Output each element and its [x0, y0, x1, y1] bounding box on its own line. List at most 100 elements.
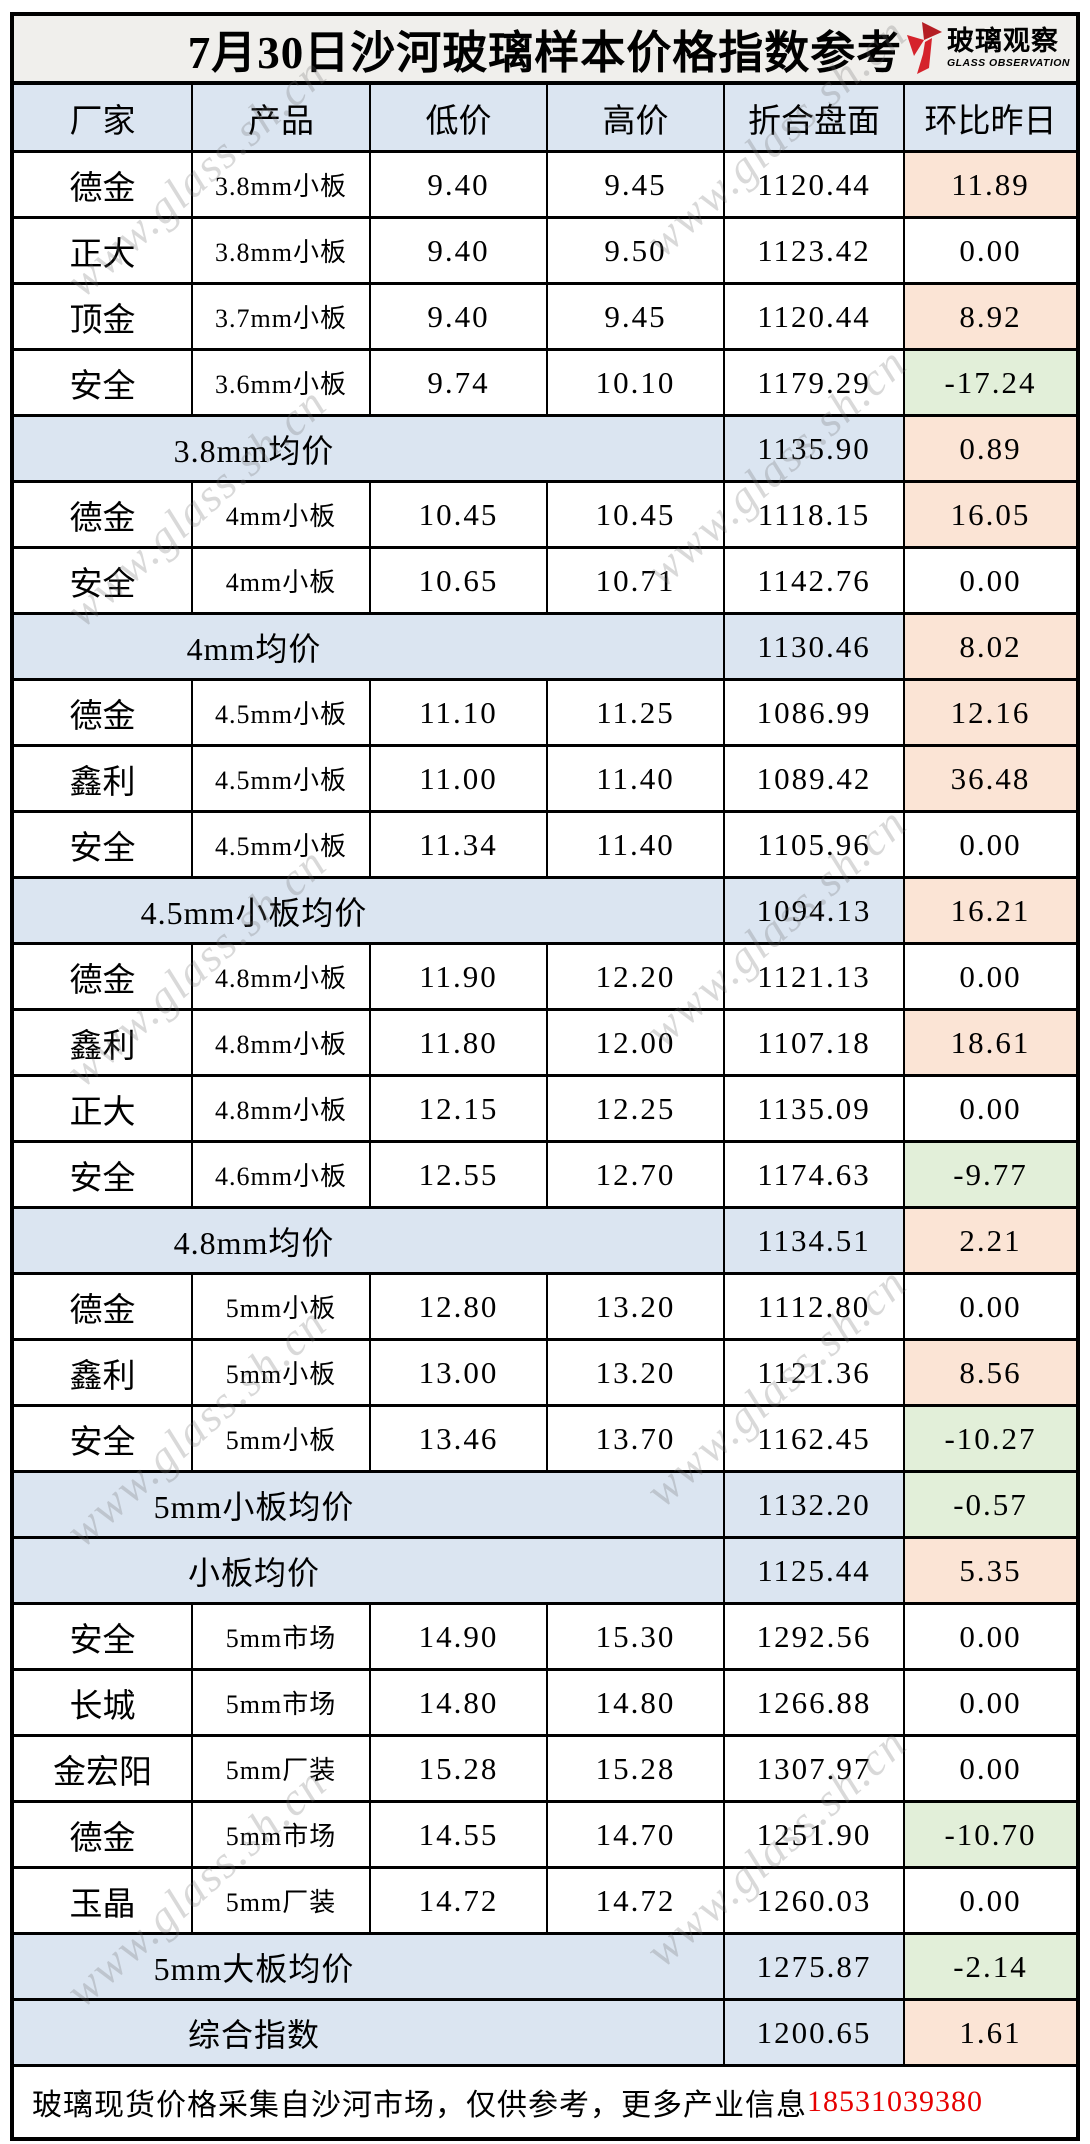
summary-label: 综合指数 [187, 2016, 320, 2053]
table-row: 安全 4.6mm小板 12.55 12.70 1174.63 -9.77 [14, 1140, 1076, 1206]
index-cell: 1130.46 [723, 615, 903, 678]
low-price-cell: 12.15 [369, 1077, 546, 1140]
product-cell: 4.5mm小板 [191, 813, 369, 876]
factory-cell: 鑫利 [69, 1358, 136, 1395]
index-cell: 1162.45 [723, 1407, 903, 1470]
index-cell: 1120.44 [723, 285, 903, 348]
low-price-cell: 11.80 [369, 1011, 546, 1074]
change-cell: 0.00 [903, 813, 1076, 876]
low-price-cell: 10.45 [369, 483, 546, 546]
summary-row: 5mm大板均价 1275.87 -2.14 [14, 1932, 1076, 1998]
high-price-cell: 10.10 [546, 351, 723, 414]
index-cell: 1132.20 [723, 1473, 903, 1536]
change-cell: -0.57 [903, 1473, 1076, 1536]
product-cell: 4.8mm小板 [191, 945, 369, 1008]
index-cell: 1120.44 [723, 153, 903, 216]
index-cell: 1134.51 [723, 1209, 903, 1272]
high-price-cell: 11.40 [546, 747, 723, 810]
index-cell: 1179.29 [723, 351, 903, 414]
high-price-cell: 13.70 [546, 1407, 723, 1470]
change-cell: 0.00 [903, 1737, 1076, 1800]
product-cell: 5mm市场 [191, 1671, 369, 1734]
change-cell: -2.14 [903, 1935, 1076, 1998]
glass-observation-logo-icon [906, 22, 942, 74]
table-row: 德金 5mm市场 14.55 14.70 1251.90 -10.70 [14, 1800, 1076, 1866]
col-header-high: 高价 [546, 85, 723, 150]
table-row: 德金 4.5mm小板 11.10 11.25 1086.99 12.16 [14, 678, 1076, 744]
low-price-cell: 9.40 [369, 285, 546, 348]
index-cell: 1094.13 [723, 879, 903, 942]
high-price-cell: 12.25 [546, 1077, 723, 1140]
title-row: 7月30日沙河玻璃样本价格指数参考 玻璃观察 GLASS OBSERVATION [14, 16, 1076, 81]
product-cell: 5mm厂装 [191, 1869, 369, 1932]
high-price-cell: 14.70 [546, 1803, 723, 1866]
high-price-cell: 9.45 [546, 285, 723, 348]
summary-row: 4mm均价 1130.46 8.02 [14, 612, 1076, 678]
change-cell: 0.00 [903, 1275, 1076, 1338]
index-cell: 1086.99 [723, 681, 903, 744]
high-price-cell: 12.00 [546, 1011, 723, 1074]
product-cell: 4.5mm小板 [191, 681, 369, 744]
summary-row: 5mm小板均价 1132.20 -0.57 [14, 1470, 1076, 1536]
table-row: 正大 4.8mm小板 12.15 12.25 1135.09 0.00 [14, 1074, 1076, 1140]
change-cell: 11.89 [903, 153, 1076, 216]
col-header-product: 产品 [191, 85, 369, 150]
change-cell: 8.92 [903, 285, 1076, 348]
factory-cell: 安全 [69, 368, 136, 405]
index-cell: 1107.18 [723, 1011, 903, 1074]
low-price-cell: 12.80 [369, 1275, 546, 1338]
change-cell: 12.16 [903, 681, 1076, 744]
change-cell: 0.00 [903, 1869, 1076, 1932]
table-row: 鑫利 5mm小板 13.00 13.20 1121.36 8.56 [14, 1338, 1076, 1404]
summary-label-cell: 5mm大板均价 [14, 1935, 723, 1998]
low-price-cell: 14.80 [369, 1671, 546, 1734]
summary-label: 4.8mm均价 [173, 1224, 335, 1261]
table-row: 安全 5mm市场 14.90 15.30 1292.56 0.00 [14, 1602, 1076, 1668]
index-cell: 1112.80 [723, 1275, 903, 1338]
product-cell: 3.6mm小板 [191, 351, 369, 414]
col-header-low: 低价 [369, 85, 546, 150]
col-header-change: 环比昨日 [903, 85, 1076, 150]
high-price-cell: 12.20 [546, 945, 723, 1008]
product-cell: 4mm小板 [191, 483, 369, 546]
index-cell: 1275.87 [723, 1935, 903, 1998]
change-cell: 8.56 [903, 1341, 1076, 1404]
low-price-cell: 11.34 [369, 813, 546, 876]
change-cell: 0.00 [903, 549, 1076, 612]
index-cell: 1135.90 [723, 417, 903, 480]
factory-cell: 安全 [69, 566, 136, 603]
page-title: 7月30日沙河玻璃样本价格指数参考 [187, 28, 903, 78]
change-cell: 0.00 [903, 219, 1076, 282]
factory-cell: 鑫利 [69, 1028, 136, 1065]
index-cell: 1118.15 [723, 483, 903, 546]
index-cell: 1125.44 [723, 1539, 903, 1602]
factory-cell: 德金 [69, 698, 136, 735]
low-price-cell: 12.55 [369, 1143, 546, 1206]
change-cell: 0.89 [903, 417, 1076, 480]
factory-cell: 德金 [69, 962, 136, 999]
factory-cell: 德金 [69, 1820, 136, 1857]
factory-cell: 安全 [69, 1424, 136, 1461]
table-row: 金宏阳 5mm厂装 15.28 15.28 1307.97 0.00 [14, 1734, 1076, 1800]
summary-label-cell: 综合指数 [14, 2001, 723, 2064]
index-cell: 1142.76 [723, 549, 903, 612]
logo-text-en: GLASS OBSERVATION [946, 56, 1070, 69]
change-cell: 0.00 [903, 1077, 1076, 1140]
change-cell: 2.21 [903, 1209, 1076, 1272]
summary-label: 5mm大板均价 [153, 1950, 355, 1987]
product-cell: 5mm小板 [191, 1275, 369, 1338]
low-price-cell: 14.72 [369, 1869, 546, 1932]
summary-label-cell: 4mm均价 [14, 615, 723, 678]
table-row: 鑫利 4.5mm小板 11.00 11.40 1089.42 36.48 [14, 744, 1076, 810]
factory-cell: 德金 [69, 500, 136, 537]
factory-cell: 德金 [69, 1292, 136, 1329]
index-cell: 1292.56 [723, 1605, 903, 1668]
change-cell: 1.61 [903, 2001, 1076, 2064]
low-price-cell: 9.40 [369, 153, 546, 216]
product-cell: 3.8mm小板 [191, 219, 369, 282]
change-cell: -9.77 [903, 1143, 1076, 1206]
change-cell: 16.05 [903, 483, 1076, 546]
col-header-factory: 厂家 [14, 85, 191, 150]
factory-cell: 德金 [69, 170, 136, 207]
summary-label-cell: 5mm小板均价 [14, 1473, 723, 1536]
